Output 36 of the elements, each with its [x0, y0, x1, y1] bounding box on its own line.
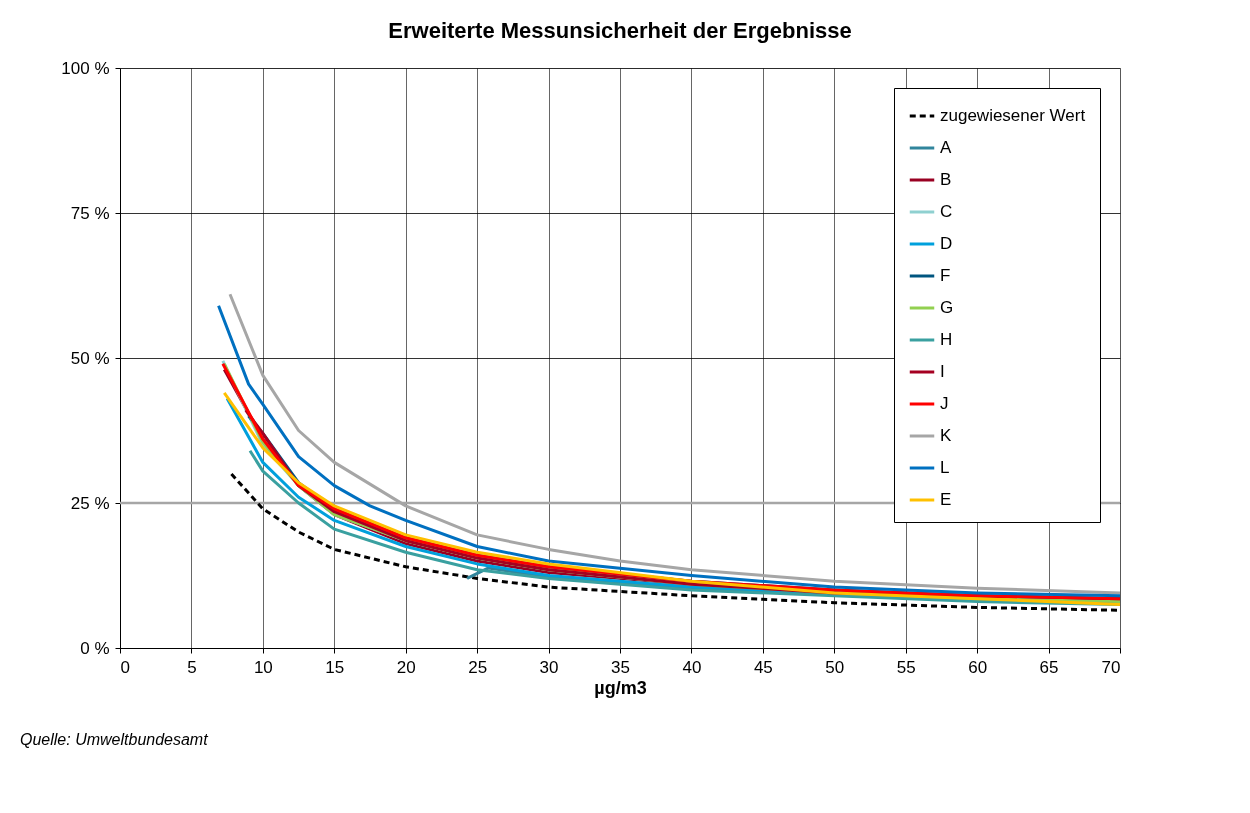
- x-tick-label: 40: [682, 657, 702, 677]
- x-tick-label: 15: [325, 657, 345, 677]
- x-tick-label: 20: [396, 657, 416, 677]
- x-axis-title: µg/m3: [594, 677, 647, 698]
- x-tick-label: 30: [539, 657, 559, 677]
- y-tick-label: 100 %: [61, 58, 110, 78]
- legend-label: L: [940, 458, 950, 477]
- x-tick-label: 50: [825, 657, 845, 677]
- x-tick-label: 5: [187, 657, 197, 677]
- legend-label: I: [940, 362, 945, 381]
- x-tick-label: 55: [896, 657, 916, 677]
- legend-label: H: [940, 330, 953, 349]
- legend-label: G: [940, 298, 954, 317]
- x-tick-label: 45: [753, 657, 773, 677]
- legend-label: F: [940, 266, 951, 285]
- y-tick-label: 75 %: [70, 203, 110, 223]
- legend-label: K: [940, 426, 952, 445]
- chart-title: Erweiterte Messunsicherheit der Ergebnisse: [388, 18, 852, 43]
- y-tick-label: 0 %: [80, 638, 110, 658]
- x-tick-label: 35: [611, 657, 630, 677]
- x-tick-label: 10: [253, 657, 273, 677]
- legend-label: D: [940, 234, 953, 253]
- legend-label: zugewiesener Wert: [940, 106, 1086, 125]
- x-tick-label: 60: [968, 657, 988, 677]
- legend-label: B: [940, 170, 952, 189]
- y-tick-label: 25 %: [70, 493, 110, 513]
- x-tick-label: 0: [120, 657, 130, 677]
- y-tick-label: 50 %: [70, 348, 110, 368]
- source-note: Quelle: Umweltbundesamt: [20, 731, 209, 748]
- legend-label: E: [940, 490, 952, 509]
- legend-label: J: [940, 394, 949, 413]
- legend-label: C: [940, 202, 953, 221]
- x-tick-label: 70: [1101, 657, 1121, 677]
- legend-label: A: [940, 138, 952, 157]
- x-tick-label: 25: [468, 657, 488, 677]
- x-tick-label: 65: [1039, 657, 1059, 677]
